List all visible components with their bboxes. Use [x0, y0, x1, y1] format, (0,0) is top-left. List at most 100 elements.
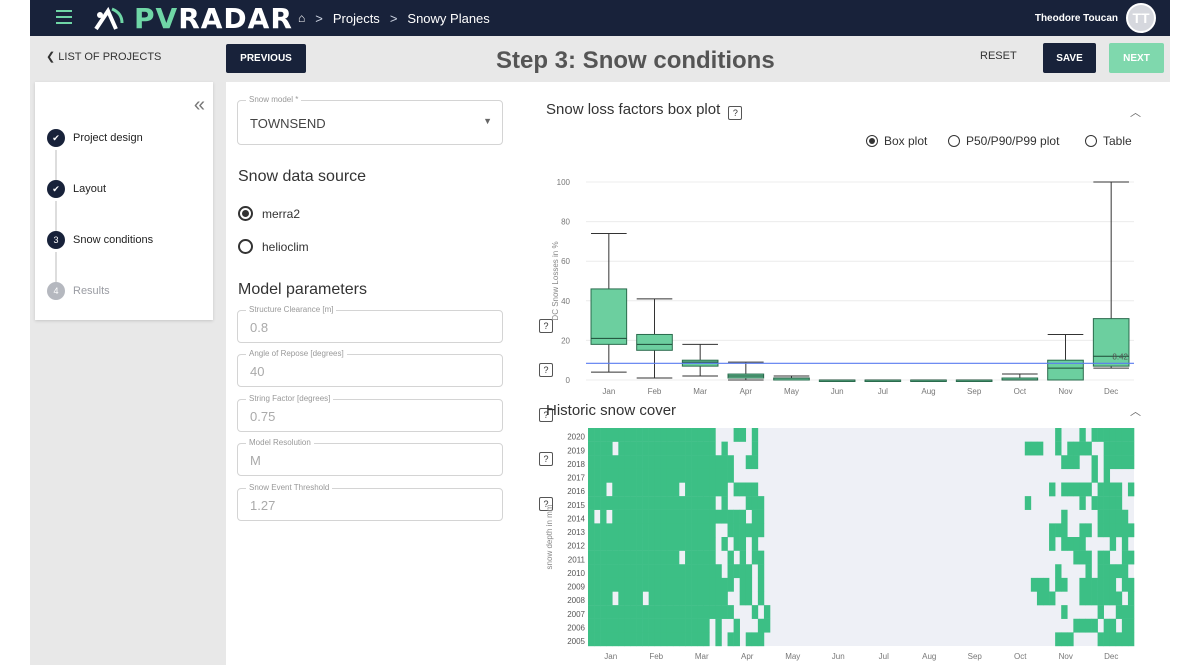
step-layout[interactable]: ✔ Layout: [47, 180, 106, 198]
heatmap-cell: [612, 428, 619, 442]
heatmap-cell: [606, 591, 613, 606]
heatmap-cell: [654, 523, 662, 538]
heatmap-cell: [660, 591, 668, 606]
heatmap-cell: [1127, 605, 1135, 619]
breadcrumb-project[interactable]: Snowy Planes: [407, 10, 490, 26]
heatmap-cell: [606, 577, 613, 592]
heatmap-cell: [642, 509, 649, 524]
heatmap-cell: [1109, 523, 1117, 538]
heatmap-cell: [1103, 482, 1111, 497]
step-project-design[interactable]: ✔ Project design: [47, 129, 143, 147]
pvradar-logo[interactable]: PVRADAR: [92, 1, 293, 35]
heatmap-cell: [600, 441, 607, 456]
field-value: 40: [250, 364, 265, 379]
heatmap-cell: [618, 482, 625, 497]
avatar[interactable]: TT: [1126, 3, 1156, 33]
heatmap-cell: [636, 632, 643, 647]
collapse-chevron-up-icon[interactable]: ︿: [1130, 406, 1141, 418]
reset-button[interactable]: RESET: [980, 50, 1017, 62]
source-radio-helioclim[interactable]: helioclim: [238, 239, 309, 254]
heatmap-cell: [600, 605, 607, 619]
heatmap-cell: [600, 564, 607, 579]
heatmap-cell: [679, 537, 686, 551]
heatmap-cell: [606, 455, 613, 470]
month-tick-label: May: [785, 652, 800, 661]
heatmap-cell: [727, 564, 734, 579]
string-factor-input[interactable]: String Factor [degrees] 0.75: [237, 394, 503, 432]
heatmap-cell: [679, 605, 686, 619]
heatmap-cell: [1127, 618, 1135, 633]
back-to-projects-link[interactable]: ❮ LIST OF PROJECTS: [46, 50, 161, 63]
heatmap-cell: [691, 618, 698, 633]
source-radio-merra2[interactable]: merra2: [238, 206, 300, 221]
heatmap-cell: [1079, 537, 1086, 551]
x-tick-label: Nov: [1058, 387, 1072, 396]
heatmap-cell: [630, 591, 637, 606]
heatmap-cell: [751, 605, 759, 619]
heatmap-cell: [672, 577, 680, 592]
help-icon[interactable]: ?: [539, 408, 553, 422]
heatmap-cell: [636, 591, 643, 606]
heatmap-cell: [1127, 523, 1135, 538]
x-tick-label: Jun: [831, 387, 844, 396]
heatmap-cell: [1085, 550, 1092, 565]
y-tick-label: 80: [561, 218, 570, 227]
heatmap-cell: [612, 496, 619, 510]
heatmap-cell: [594, 564, 601, 579]
breadcrumb-projects[interactable]: Projects: [332, 10, 380, 26]
heatmap-cell: [648, 482, 656, 497]
heatmap-cell: [1049, 591, 1056, 606]
angle-of-repose-input[interactable]: Angle of Repose [degrees] 40: [237, 349, 503, 387]
heatmap-cell: [606, 496, 613, 510]
heatmap-cell: [1121, 618, 1129, 633]
previous-button[interactable]: PREVIOUS: [226, 44, 306, 73]
heatmap-cell: [654, 537, 662, 551]
help-icon[interactable]: ?: [539, 452, 553, 466]
heatmap-cell: [685, 496, 692, 510]
heatmap-cell: [630, 564, 637, 579]
heatmap-cell: [1109, 564, 1117, 579]
view-radio-percentile-plot[interactable]: P50/P90/P99 plot: [948, 134, 1059, 148]
heatmap-cell: [1061, 632, 1068, 647]
user-menu[interactable]: Theodore Toucan TT: [1035, 0, 1156, 36]
save-button[interactable]: SAVE: [1043, 43, 1096, 73]
heatmap-cell: [703, 455, 710, 470]
heatmap-cell: [1049, 537, 1056, 551]
y-tick-label: 40: [561, 297, 570, 306]
heatmap-cell: [1097, 550, 1104, 565]
collapse-chevron-up-icon[interactable]: ︿: [1130, 107, 1141, 119]
snow-event-threshold-input[interactable]: Snow Event Threshold 1.27: [237, 483, 503, 521]
heatmap-cell: [594, 550, 601, 565]
heatmap-cell: [721, 537, 728, 551]
heatmap-cell: [594, 537, 601, 551]
step-snow-conditions[interactable]: 3 Snow conditions: [47, 231, 153, 249]
help-icon[interactable]: ?: [728, 106, 743, 120]
y-tick-label: 100: [557, 178, 571, 187]
view-radio-table[interactable]: Table: [1085, 134, 1132, 148]
step-results[interactable]: 4 Results: [47, 282, 110, 300]
home-icon[interactable]: ⌂: [298, 11, 306, 25]
heatmap-cell: [679, 428, 686, 442]
field-label: String Factor [degrees]: [246, 394, 334, 403]
heatmap-cell: [594, 577, 601, 592]
heatmap-cell: [1109, 496, 1117, 510]
heatmap-cell: [624, 537, 631, 551]
heatmap-cell: [1115, 591, 1123, 606]
hamburger-menu-icon[interactable]: [56, 10, 72, 24]
heatmap-cell: [648, 632, 656, 647]
help-icon[interactable]: ?: [539, 497, 553, 511]
model-resolution-input[interactable]: Model Resolution M: [237, 438, 503, 476]
year-tick-label: 2018: [567, 460, 585, 469]
field-label: Snow model *: [246, 95, 302, 104]
structure-clearance-input[interactable]: Structure Clearance [m] 0.8: [237, 305, 503, 343]
heatmap-cell: [1061, 455, 1068, 470]
view-radio-box-plot[interactable]: Box plot: [866, 134, 927, 148]
heatmap-cell: [1103, 523, 1111, 538]
heatmap-cell: [624, 591, 631, 606]
snow-model-select[interactable]: Snow model * TOWNSEND ▼: [237, 95, 503, 145]
next-button[interactable]: NEXT: [1109, 43, 1164, 73]
help-icon[interactable]: ?: [539, 319, 553, 333]
collapse-double-chevron-icon[interactable]: «: [193, 94, 205, 116]
help-icon[interactable]: ?: [539, 363, 553, 377]
heatmap-cell: [606, 523, 613, 538]
